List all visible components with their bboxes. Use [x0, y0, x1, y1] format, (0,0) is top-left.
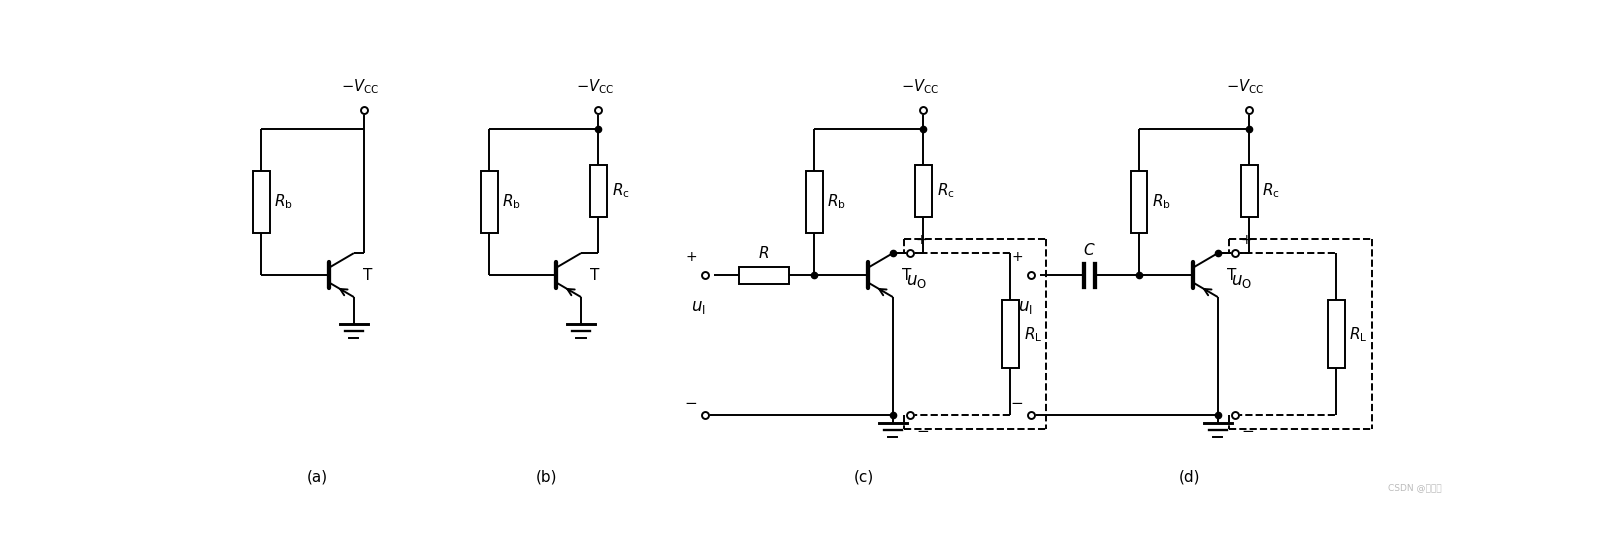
Bar: [1241, 165, 1257, 217]
Bar: [915, 165, 931, 217]
Text: −: −: [917, 424, 928, 440]
Text: $-V_{\rm CC}$: $-V_{\rm CC}$: [576, 77, 613, 96]
Text: +: +: [1241, 233, 1252, 247]
Text: (b): (b): [536, 469, 557, 484]
Bar: [805, 171, 823, 232]
Text: −: −: [1241, 424, 1254, 440]
Text: $u_{\rm I}$: $u_{\rm I}$: [1018, 298, 1033, 316]
Text: T: T: [363, 268, 373, 283]
Text: (c): (c): [854, 469, 875, 484]
Text: $R_{\rm c}$: $R_{\rm c}$: [936, 181, 954, 200]
Text: $-V_{\rm CC}$: $-V_{\rm CC}$: [901, 77, 939, 96]
Bar: [1002, 300, 1018, 368]
Text: T: T: [1227, 268, 1236, 283]
Bar: [481, 171, 497, 232]
Text: (d): (d): [1180, 469, 1201, 484]
Text: $u_{\rm O}$: $u_{\rm O}$: [1231, 272, 1252, 290]
Text: CSDN @妖兽埃: CSDN @妖兽埃: [1388, 483, 1441, 492]
Text: $R_{\rm b}$: $R_{\rm b}$: [274, 193, 294, 211]
Text: $C$: $C$: [1083, 242, 1096, 258]
Text: $u_{\rm I}$: $u_{\rm I}$: [691, 298, 705, 316]
Bar: [1130, 171, 1148, 232]
Text: $R_{\rm L}$: $R_{\rm L}$: [1023, 325, 1043, 343]
Bar: [1328, 300, 1344, 368]
Text: $R_{\rm b}$: $R_{\rm b}$: [502, 193, 521, 211]
Text: $R$: $R$: [759, 245, 770, 261]
Text: $R_{\rm c}$: $R_{\rm c}$: [1262, 181, 1280, 200]
Text: T: T: [591, 268, 600, 283]
Text: +: +: [686, 250, 697, 264]
Text: +: +: [917, 233, 928, 247]
Text: $R_{\rm L}$: $R_{\rm L}$: [1349, 325, 1367, 343]
Text: T: T: [902, 268, 912, 283]
Bar: [591, 165, 607, 217]
Text: $R_{\rm b}$: $R_{\rm b}$: [826, 193, 846, 211]
Text: $u_{\rm O}$: $u_{\rm O}$: [905, 272, 926, 290]
Bar: [739, 267, 789, 283]
Text: $R_{\rm b}$: $R_{\rm b}$: [1152, 193, 1172, 211]
Text: −: −: [1010, 396, 1023, 412]
Text: $-V_{\rm CC}$: $-V_{\rm CC}$: [341, 77, 379, 96]
Text: $R_{\rm c}$: $R_{\rm c}$: [612, 181, 629, 200]
Text: +: +: [1012, 250, 1023, 264]
Text: (a): (a): [307, 469, 328, 484]
Bar: [253, 171, 270, 232]
Text: $-V_{\rm CC}$: $-V_{\rm CC}$: [1227, 77, 1264, 96]
Text: −: −: [684, 396, 697, 412]
